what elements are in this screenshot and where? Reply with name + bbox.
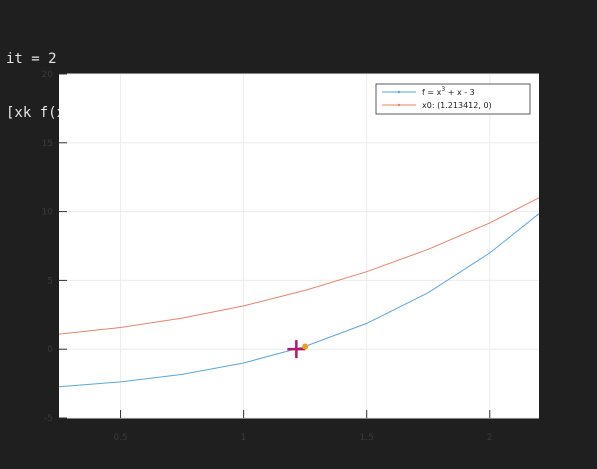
legend-swatch-dot: [397, 90, 401, 94]
x-tick-label: 0.5: [113, 433, 127, 443]
y-tick-label: 10: [42, 208, 54, 218]
series-line-1: [58, 197, 540, 335]
root-point: [302, 343, 309, 350]
y-tick-label: 20: [42, 70, 54, 80]
legend-label: f = x3 + x - 3: [422, 86, 475, 97]
axis-ticks: 0.5 1 1.5 2 -5 0 5 10 15 20: [42, 70, 493, 443]
plot-area[interactable]: [59, 74, 539, 418]
legend-box: [375, 83, 531, 115]
x-tick-label: 1: [241, 433, 247, 443]
markers: [287, 340, 309, 359]
grid-lines: [59, 73, 539, 419]
y-tick-label: 5: [47, 276, 53, 286]
iteration-line: it = 2: [6, 51, 57, 67]
y-tick-label: 0: [47, 345, 53, 355]
y-tick-label: -5: [44, 414, 53, 424]
x-tick-label: 1.5: [360, 433, 374, 443]
y-tick-label: 15: [42, 139, 53, 149]
x-tick-label: 2: [487, 433, 493, 443]
legend-swatch-dot: [397, 103, 401, 107]
legend[interactable]: f = x3 + x - 3 x0: (1.213412, 0): [375, 83, 531, 115]
legend-label: x0: (1.213412, 0): [422, 101, 492, 110]
